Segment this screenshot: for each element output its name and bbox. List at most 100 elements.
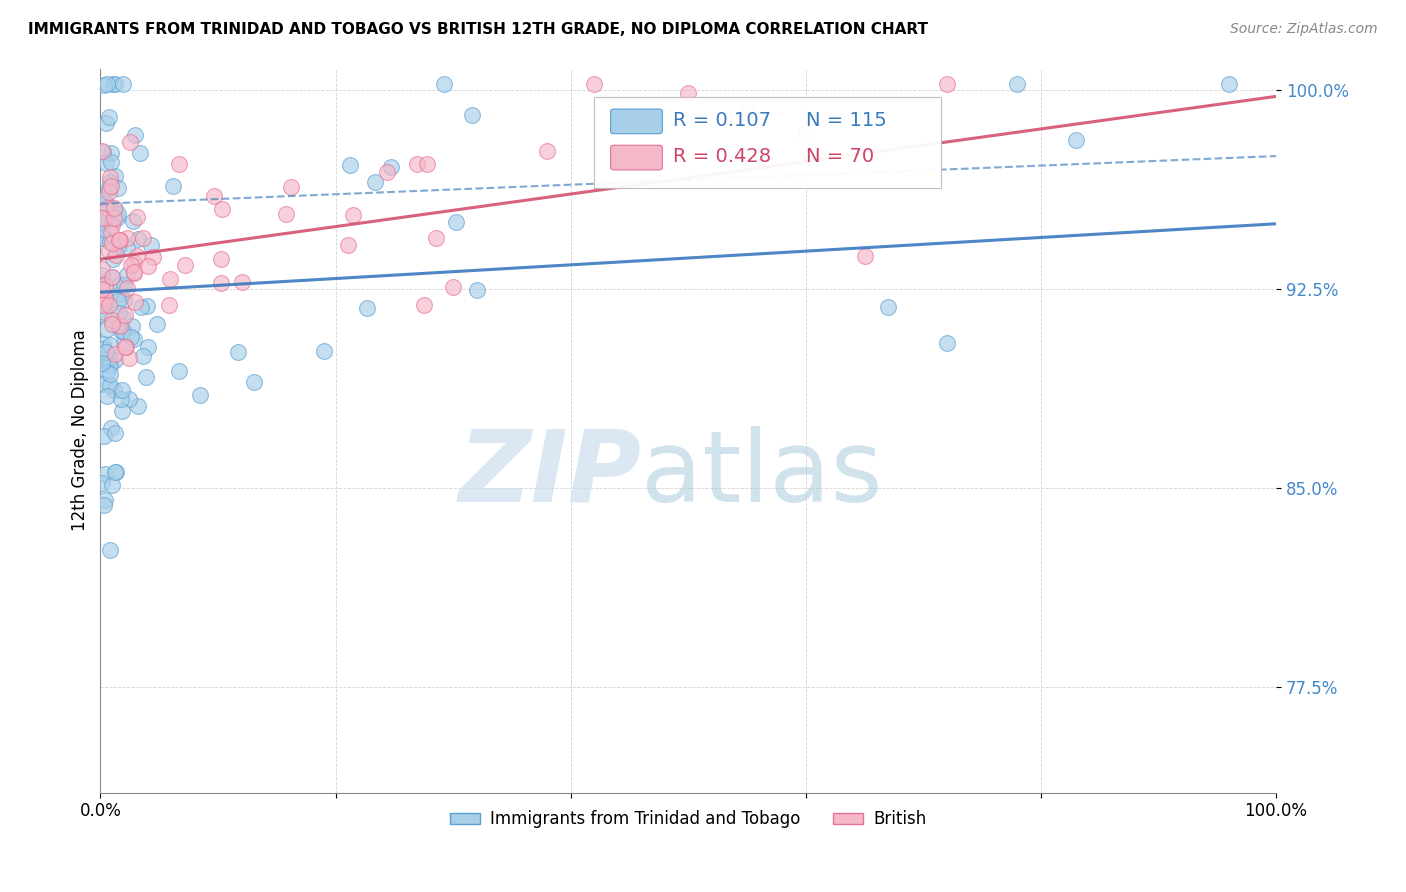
Point (93, 298, 115, 312)
Point (107, 306, 129, 320)
Point (136, 299, 159, 313)
Point (96, 389, 118, 403)
Point (104, 202, 127, 217)
Point (124, 332, 146, 346)
Point (111, 403, 134, 417)
Point (380, 160, 402, 174)
Text: ZIP: ZIP (458, 425, 641, 523)
Point (91, 221, 114, 235)
Point (97, 351, 120, 365)
Point (91, 145, 114, 159)
Point (90, 214, 112, 228)
Point (90, 294, 112, 309)
Point (107, 181, 129, 195)
Point (100, 421, 122, 435)
Point (122, 214, 145, 228)
Point (91, 307, 114, 321)
Point (90, 476, 112, 491)
Point (465, 283, 488, 297)
Point (108, 318, 131, 333)
Point (90, 268, 112, 282)
Point (104, 347, 127, 361)
Point (111, 78, 134, 92)
Point (114, 340, 136, 354)
Point (111, 384, 134, 398)
Point (100, 219, 122, 233)
Point (105, 211, 128, 225)
Point (91, 276, 114, 290)
Point (136, 340, 159, 354)
Point (136, 259, 159, 273)
Point (312, 343, 335, 358)
Point (127, 399, 149, 413)
Point (104, 353, 127, 368)
Point (735, 104, 758, 119)
Point (98, 368, 121, 382)
Point (93, 78, 115, 93)
Point (90, 282, 112, 296)
Point (90, 227, 112, 242)
Point (93, 428, 115, 442)
Point (96, 156, 118, 170)
Point (93, 211, 115, 226)
Text: N = 70: N = 70 (806, 147, 875, 167)
Point (94, 344, 117, 359)
Point (211, 202, 233, 216)
Point (1007, 78, 1029, 92)
Point (125, 249, 148, 263)
Point (98, 185, 121, 199)
FancyBboxPatch shape (595, 97, 941, 188)
Point (91, 342, 114, 356)
Point (97, 298, 120, 312)
Point (103, 201, 125, 215)
Point (131, 349, 153, 363)
Point (174, 258, 197, 272)
Point (94, 278, 117, 293)
Point (209, 252, 232, 266)
Point (91, 356, 114, 370)
Point (101, 478, 124, 492)
Point (877, 300, 900, 314)
Point (356, 301, 378, 315)
Point (93, 191, 115, 205)
Point (96, 322, 118, 336)
Point (114, 308, 136, 322)
Point (100, 226, 122, 240)
Point (96, 365, 118, 379)
Point (107, 294, 129, 309)
Point (1064, 133, 1087, 147)
Point (107, 233, 129, 247)
Point (146, 318, 169, 332)
Point (96, 78, 118, 92)
Point (100, 154, 122, 169)
Point (103, 211, 125, 225)
Point (98, 110, 121, 124)
Point (243, 376, 266, 390)
Point (121, 319, 143, 334)
Point (98, 359, 121, 373)
Point (91, 337, 114, 351)
Point (120, 329, 142, 343)
Point (112, 293, 135, 308)
Point (101, 317, 124, 331)
Point (124, 128, 146, 142)
Point (91, 211, 114, 226)
Point (112, 311, 135, 326)
Point (96, 201, 118, 215)
Point (108, 277, 131, 291)
Point (441, 280, 464, 294)
Point (98, 338, 121, 352)
Point (98, 378, 121, 392)
Text: atlas: atlas (641, 425, 883, 523)
Point (162, 179, 184, 194)
Text: IMMIGRANTS FROM TRINIDAD AND TOBAGO VS BRITISH 12TH GRADE, NO DIPLOMA CORRELATIO: IMMIGRANTS FROM TRINIDAD AND TOBAGO VS B… (28, 22, 928, 37)
Point (108, 239, 131, 253)
Point (280, 179, 302, 194)
Point (276, 207, 298, 221)
Point (209, 276, 232, 290)
Point (101, 270, 124, 285)
Point (91, 376, 114, 391)
Point (100, 179, 122, 194)
Point (129, 145, 152, 160)
Point (583, 78, 606, 92)
